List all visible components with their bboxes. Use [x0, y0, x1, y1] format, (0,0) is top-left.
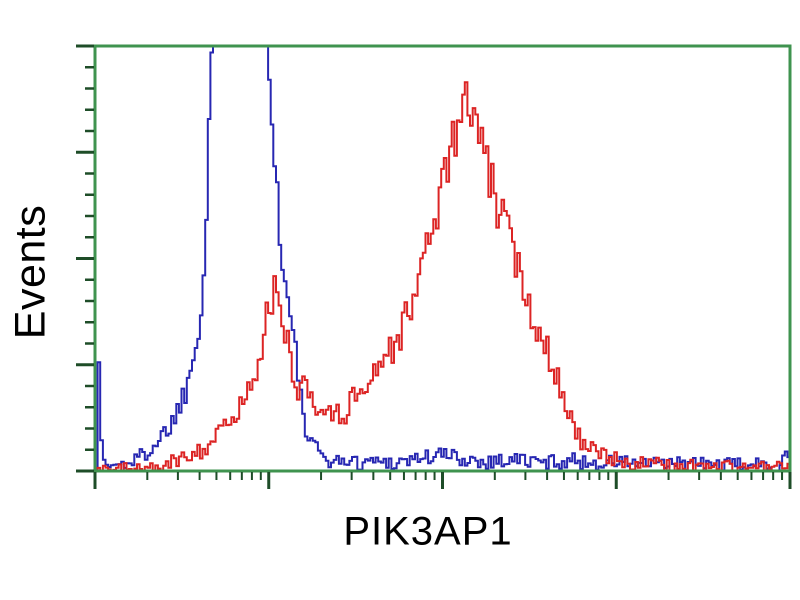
y-axis-label: Events — [6, 204, 55, 340]
series-red-trace — [95, 81, 790, 471]
series-blue-trace — [95, 46, 790, 471]
x-axis-label: PIK3AP1 — [343, 509, 513, 554]
axis-ticks — [76, 44, 792, 489]
histogram-traces — [95, 46, 790, 471]
plot-frame — [93, 44, 792, 473]
